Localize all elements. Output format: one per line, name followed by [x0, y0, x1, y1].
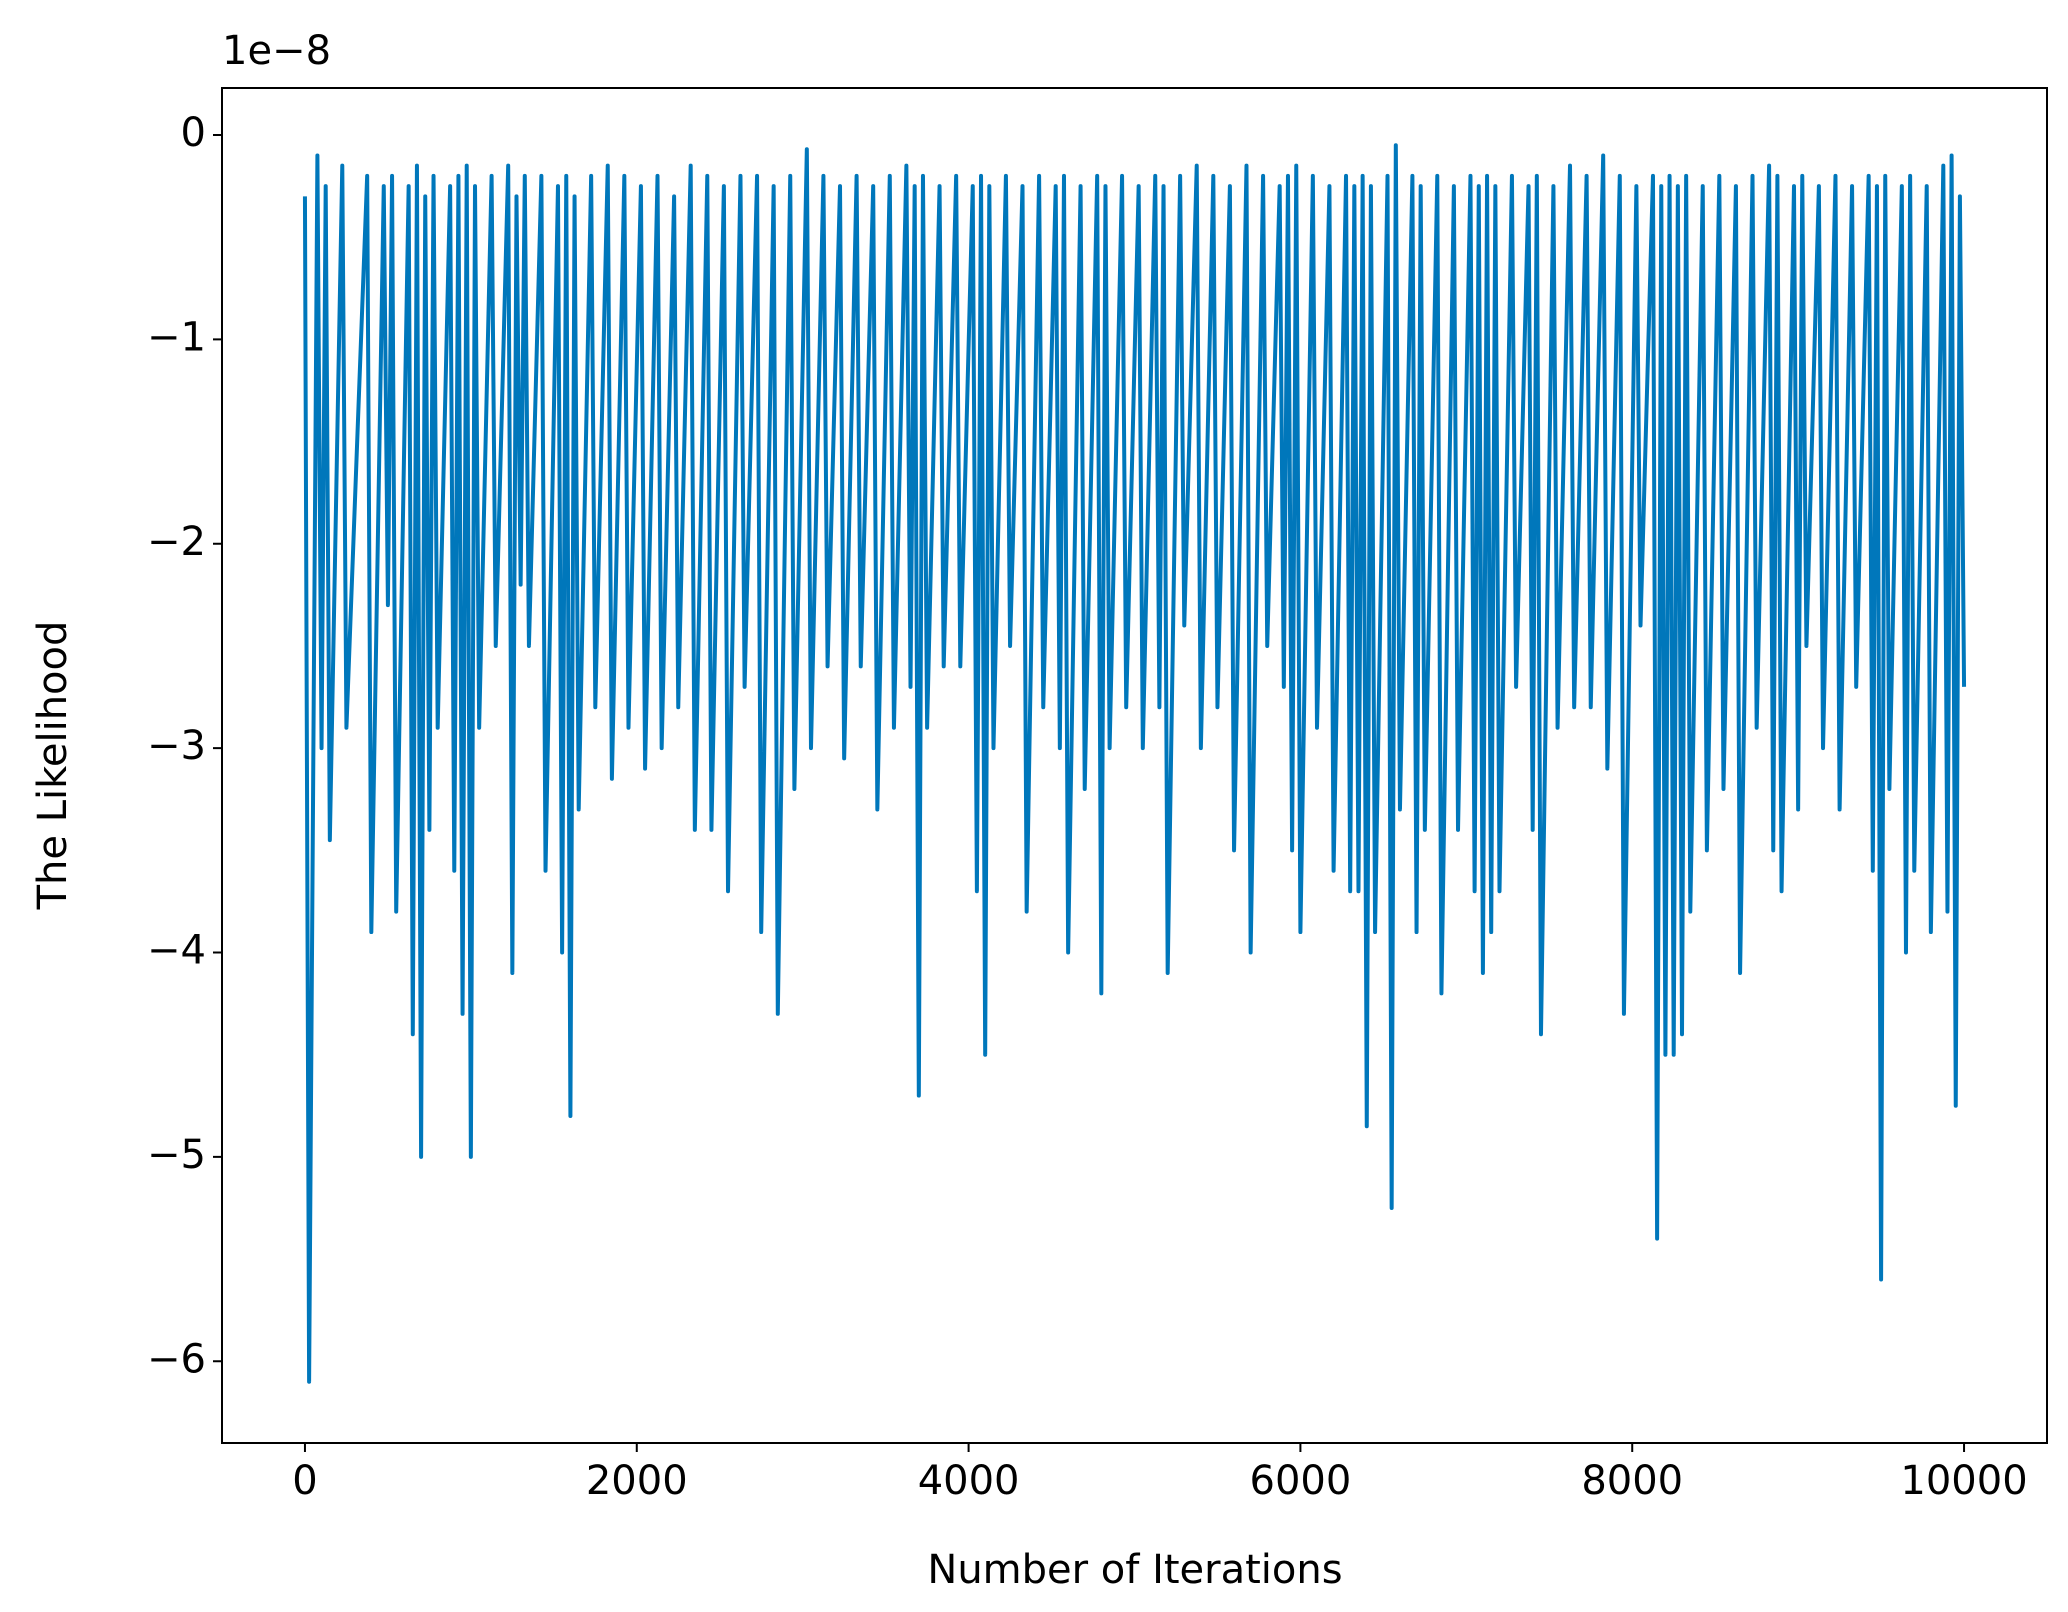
y-tick-label: 0	[181, 110, 206, 156]
x-tick-label: 10000	[1900, 1458, 2027, 1504]
y-offset-label: 1e−8	[222, 28, 331, 74]
y-tick-label: −1	[147, 314, 206, 360]
x-axis-label: Number of Iterations	[927, 1547, 1342, 1593]
y-tick-label: −5	[147, 1132, 206, 1178]
x-tick-label: 4000	[918, 1458, 1020, 1504]
y-tick-label: −6	[147, 1336, 206, 1382]
y-axis-label: The Likelihood	[30, 621, 76, 911]
y-tick-label: −4	[147, 928, 206, 974]
y-tick-label: −2	[147, 519, 206, 565]
plot-area	[302, 143, 1967, 1384]
x-tick-label: 8000	[1581, 1458, 1683, 1504]
x-tick-label: 6000	[1250, 1458, 1352, 1504]
y-tick-label: −3	[147, 723, 206, 769]
x-tick-label: 2000	[586, 1458, 688, 1504]
axes-frame	[221, 87, 2048, 1444]
data-line	[302, 143, 1967, 1384]
x-tick-label: 0	[292, 1458, 317, 1504]
